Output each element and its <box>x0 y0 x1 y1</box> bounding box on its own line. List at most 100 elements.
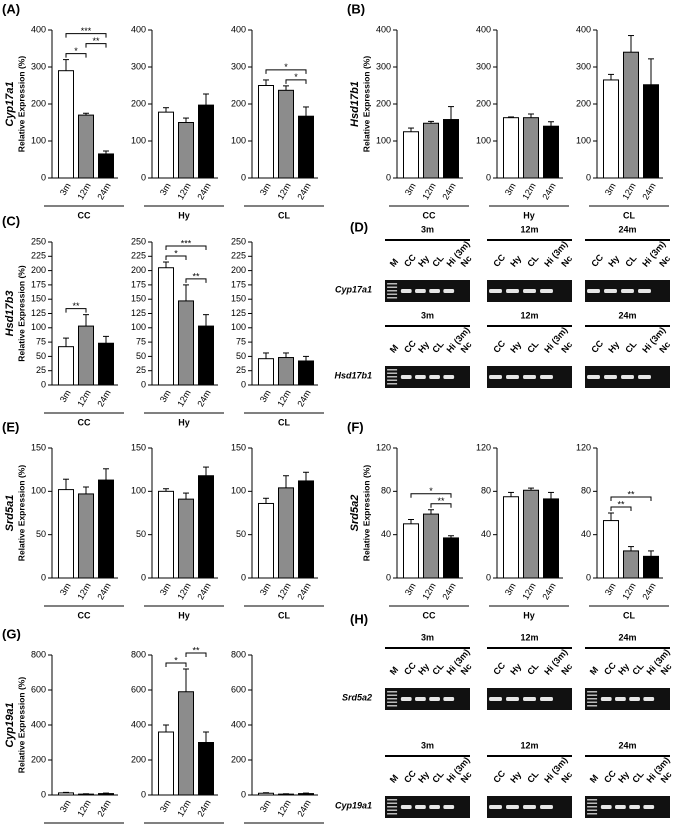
y-tick-label: 225 <box>31 251 46 261</box>
lane-label: CL <box>525 769 541 785</box>
y-tick-label: 400 <box>476 24 491 34</box>
y-tick-label: 0 <box>141 379 146 389</box>
gene-label: Cyp17a1 <box>335 284 372 294</box>
x-tick-label: 24m <box>195 388 212 408</box>
lane-label: Nc <box>559 662 574 677</box>
lane-label: M <box>588 665 600 677</box>
bar <box>198 475 214 579</box>
ladder-band <box>587 802 598 804</box>
lane-label: CC <box>491 660 507 677</box>
y-tick-label: 125 <box>231 308 246 318</box>
lane-label: CC <box>402 338 418 355</box>
age-label: 24m <box>618 224 636 234</box>
gel-band <box>621 289 634 293</box>
gel-band <box>415 375 426 379</box>
group-label: Hy <box>523 610 535 620</box>
lane-label: CC <box>402 660 418 677</box>
panel-label: (H) <box>350 611 368 626</box>
y-tick-label: 0 <box>586 572 591 582</box>
significance-bracket <box>165 245 207 251</box>
gel-band <box>604 375 617 379</box>
gel-band <box>506 805 519 809</box>
y-tick-label: 0 <box>241 789 246 799</box>
y-tick-label: 150 <box>131 442 146 452</box>
age-label: 3m <box>421 310 434 320</box>
y-tick-label: 300 <box>376 61 391 71</box>
significance-bracket <box>410 493 452 498</box>
y-tick-label: 800 <box>231 649 246 659</box>
ladder-band <box>587 806 598 808</box>
y-tick-label: 200 <box>231 98 246 108</box>
y-tick-label: 120 <box>576 442 591 452</box>
x-tick-label: 12m <box>620 181 637 201</box>
significance-bracket <box>185 652 207 657</box>
group-label: CC <box>423 210 436 220</box>
gel-band <box>615 697 626 701</box>
bar <box>158 267 174 386</box>
y-tick-label: 225 <box>231 251 246 261</box>
y-axis-label: Relative Expression (%) <box>361 465 371 562</box>
age-label: 12m <box>520 310 538 320</box>
y-tick-label: 50 <box>136 529 146 539</box>
gel-band <box>523 375 536 379</box>
group-label: CL <box>278 827 290 829</box>
y-tick-label: 50 <box>136 351 146 361</box>
significance-bracket <box>430 503 452 508</box>
ladder-band <box>587 691 598 693</box>
bar <box>58 792 74 796</box>
lane-label: CL <box>525 253 541 269</box>
x-tick-label: 3m <box>258 581 273 597</box>
y-tick-label: 400 <box>31 719 46 729</box>
x-tick-label: 24m <box>195 581 212 601</box>
x-tick-label: 3m <box>58 181 73 197</box>
gel-image <box>585 796 670 818</box>
x-tick-label: 12m <box>420 181 437 201</box>
bar <box>178 122 194 179</box>
bar <box>98 479 114 579</box>
y-tick-label: 600 <box>31 684 46 694</box>
group-label: CC <box>78 417 91 427</box>
x-tick-label: 3m <box>603 181 618 197</box>
bar <box>603 79 619 179</box>
x-tick-label: 3m <box>158 581 173 597</box>
bar <box>603 520 619 579</box>
bar <box>403 131 419 179</box>
x-tick-label: 24m <box>540 581 557 601</box>
bar <box>178 691 194 796</box>
gel-band <box>429 375 440 379</box>
x-tick-label: 12m <box>520 181 537 201</box>
x-tick-label: 12m <box>75 388 92 408</box>
significance-bracket <box>185 278 207 283</box>
x-tick-label: 24m <box>95 798 112 818</box>
gene-label: Srd5a2 <box>349 495 361 532</box>
x-tick-label: 12m <box>75 581 92 601</box>
lane-label: CC <box>602 768 618 785</box>
y-tick-label: 0 <box>241 572 246 582</box>
gel-band <box>587 375 600 379</box>
bar <box>78 793 94 796</box>
ladder-band <box>387 297 398 299</box>
ladder-band <box>387 813 398 815</box>
y-tick-label: 600 <box>131 684 146 694</box>
lane-label: Hy <box>616 770 631 785</box>
gel-band <box>540 375 553 379</box>
bar <box>78 325 94 386</box>
bar <box>623 550 639 579</box>
y-tick-label: 100 <box>131 486 146 496</box>
y-tick-label: 200 <box>476 98 491 108</box>
gel-band <box>643 697 655 701</box>
significance-label: * <box>74 46 78 56</box>
y-tick-label: 600 <box>231 684 246 694</box>
y-tick-label: 0 <box>486 172 491 182</box>
gel-band <box>489 805 502 809</box>
gel-band <box>638 289 651 293</box>
bar <box>278 487 294 579</box>
significance-bracket <box>165 255 187 261</box>
y-axis-label: Relative Expression (%) <box>361 56 371 153</box>
significance-label: *** <box>181 238 192 248</box>
bar <box>98 342 114 386</box>
significance-label: ** <box>617 499 625 509</box>
bar <box>423 513 439 579</box>
lane-label: Hy <box>416 662 431 677</box>
lane-label: CC <box>402 252 418 269</box>
